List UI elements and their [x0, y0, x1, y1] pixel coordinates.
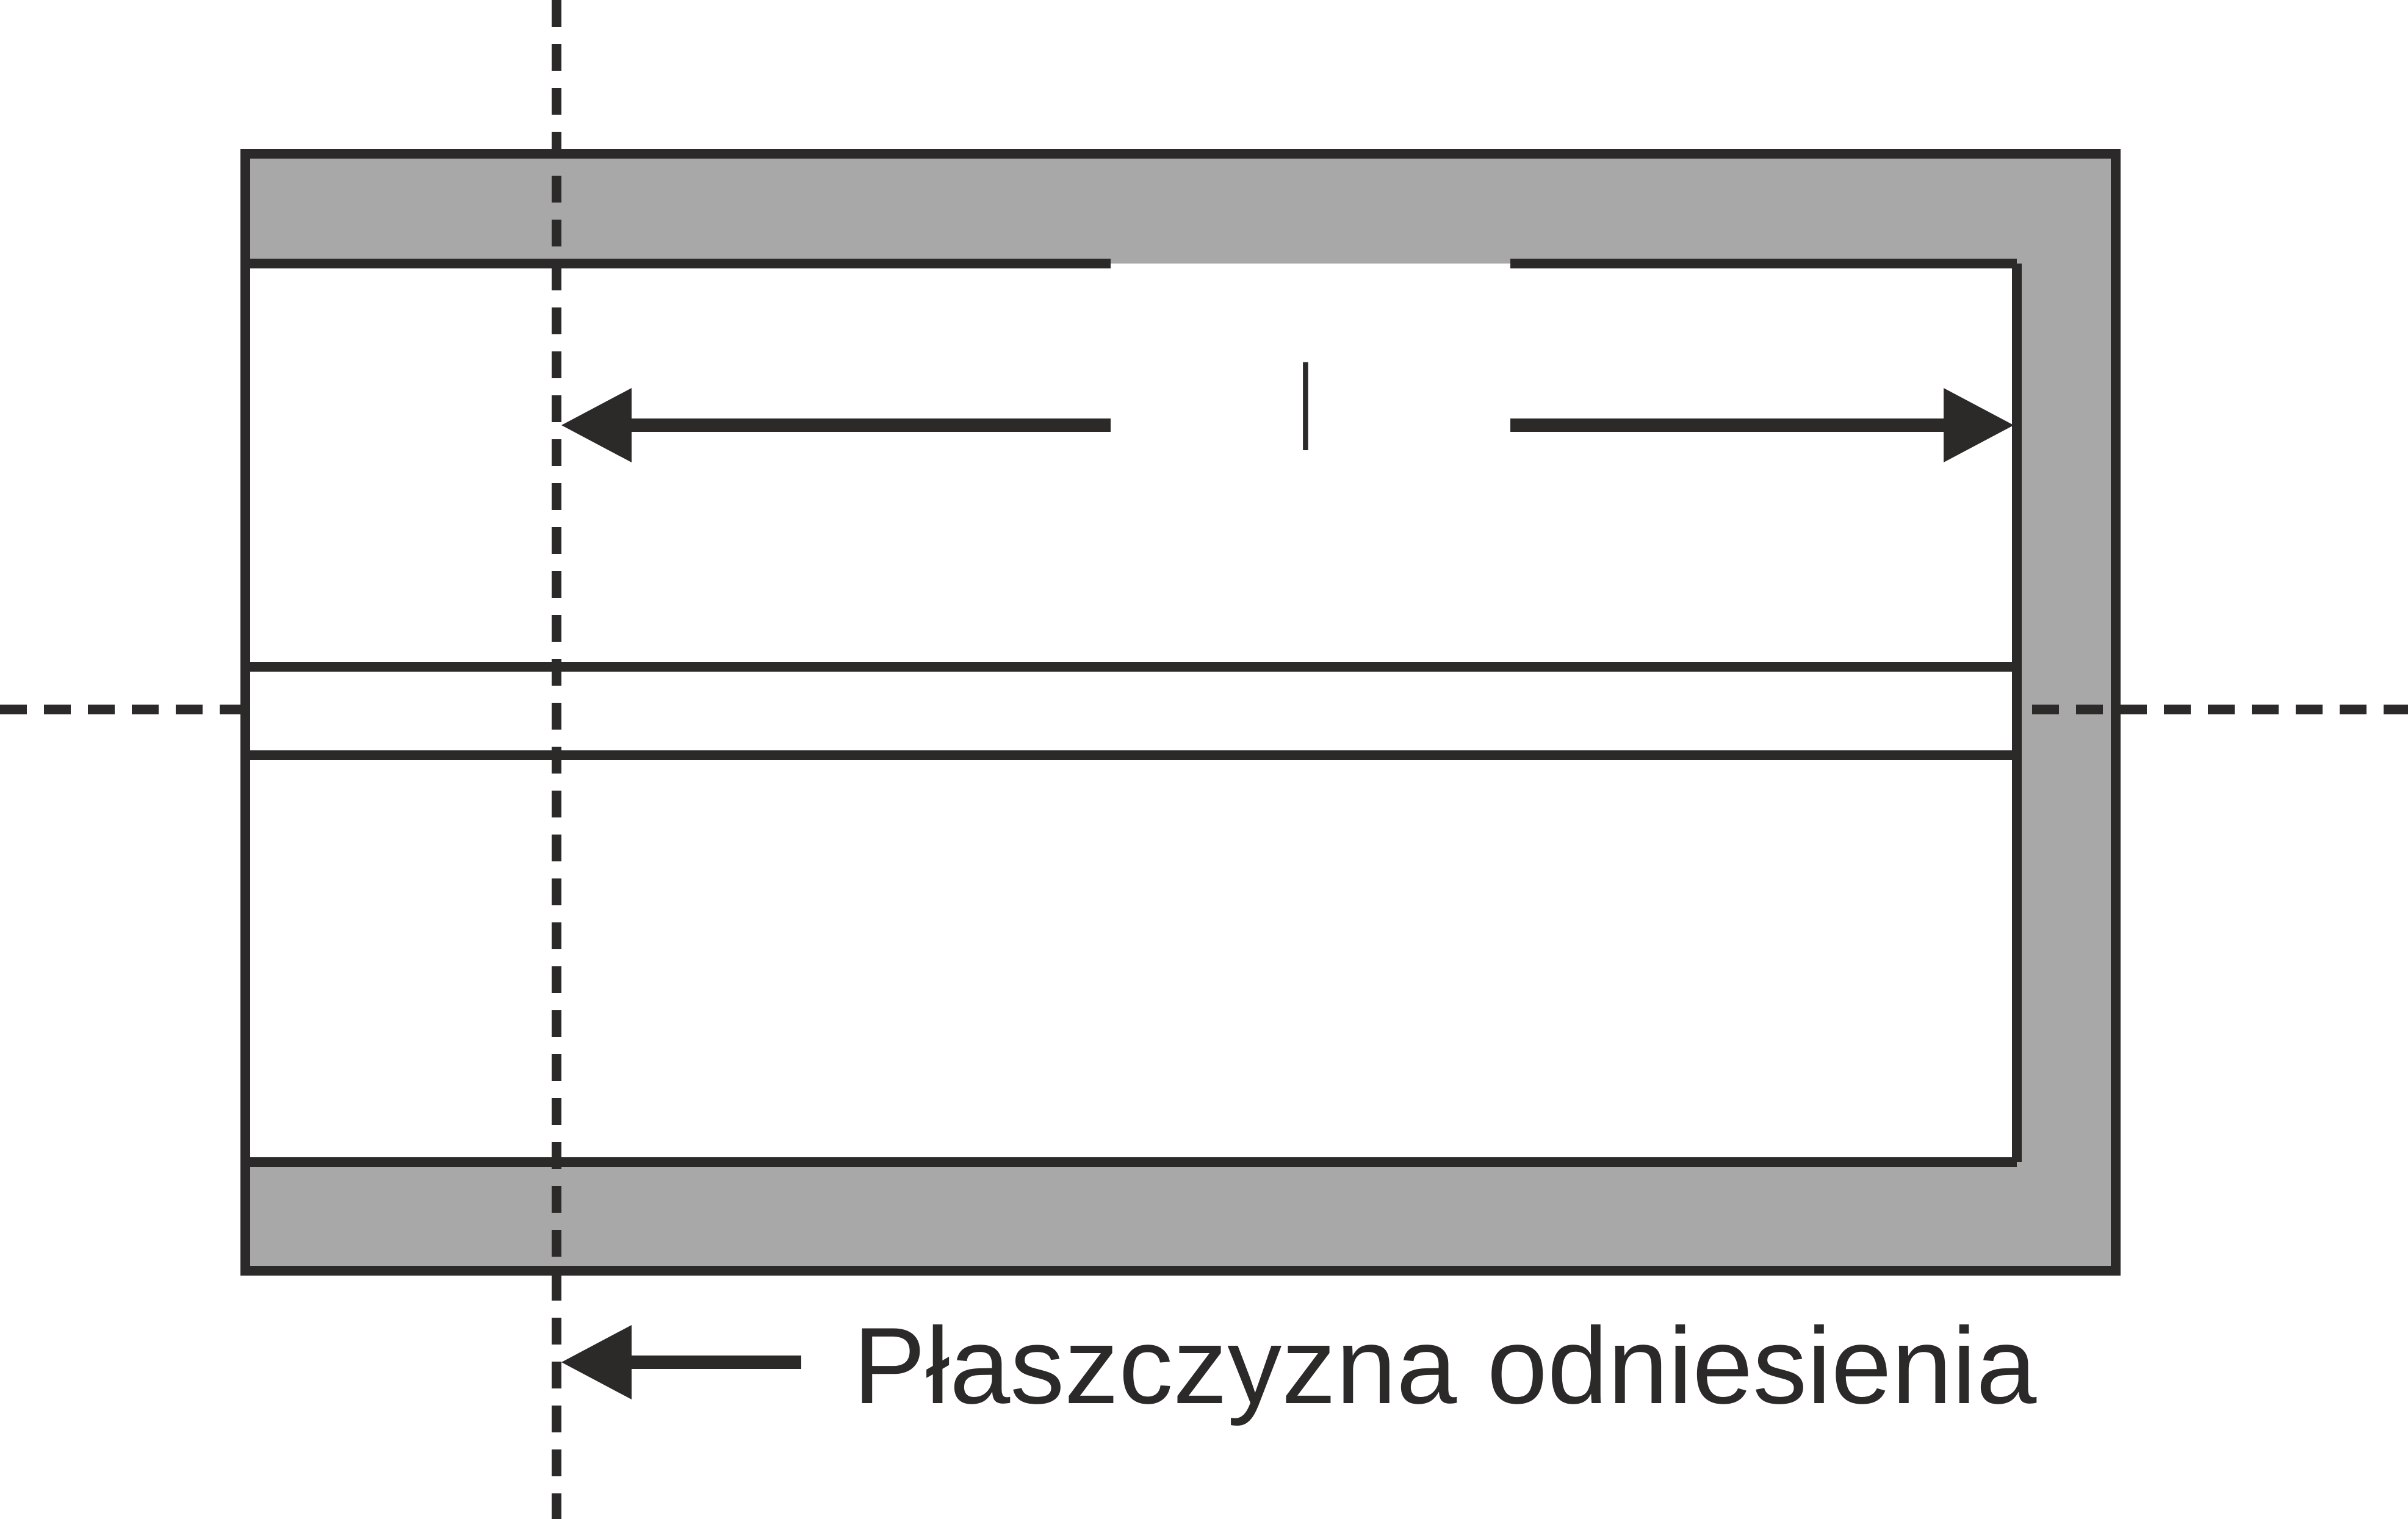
arrow-left-icon: [561, 388, 632, 462]
sleeve-body: [240, 149, 2121, 1276]
reference-plane-label: Płaszczyzna odniesienia: [853, 1305, 2036, 1426]
callout-arrow-icon: [561, 1325, 632, 1399]
central-bore: [245, 662, 2017, 760]
arrow-right-icon: [1944, 388, 2014, 462]
reference-plane-callout: Płaszczyzna odniesienia: [561, 1305, 2036, 1426]
sleeve-outline: [240, 149, 2121, 1276]
dimension-label: l: [1290, 343, 1322, 478]
sleeve-wall: [245, 154, 2116, 1271]
length-dimension: l: [561, 343, 2014, 478]
